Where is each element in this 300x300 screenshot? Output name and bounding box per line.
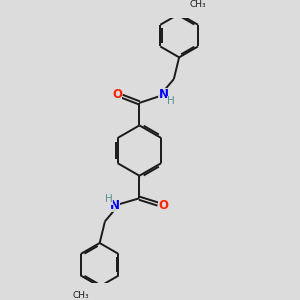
Text: H: H: [104, 194, 112, 204]
Text: CH₃: CH₃: [73, 291, 89, 300]
Text: O: O: [112, 88, 122, 101]
Text: N: N: [110, 199, 120, 212]
Text: N: N: [159, 88, 169, 101]
Text: CH₃: CH₃: [189, 0, 206, 9]
Text: O: O: [158, 199, 168, 212]
Text: H: H: [167, 96, 175, 106]
